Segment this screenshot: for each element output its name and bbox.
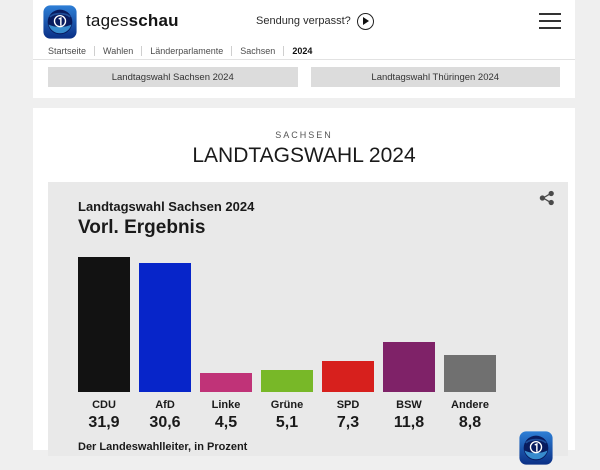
breadcrumb-item[interactable]: Sachsen xyxy=(232,45,285,56)
section-divider xyxy=(33,98,575,108)
bar xyxy=(322,361,374,392)
bar-column: BSW 11,8 xyxy=(383,257,435,432)
bar-value: 31,9 xyxy=(88,414,120,431)
bar-label: AfD xyxy=(155,399,175,411)
play-icon xyxy=(356,12,374,30)
bar-column: SPD 7,3 xyxy=(322,257,374,432)
bar-value: 30,6 xyxy=(149,414,181,431)
tagesschau-home-link[interactable]: tagesschau xyxy=(43,3,179,39)
bar xyxy=(261,370,313,392)
bar xyxy=(139,263,191,392)
breadcrumb-item[interactable]: Startseite xyxy=(48,45,96,56)
election-tabs: Landtagswahl Sachsen 2024 Landtagswahl Th… xyxy=(33,60,575,98)
bar-column: Grüne 5,1 xyxy=(261,257,313,432)
page-title: LANDTAGSWAHL 2024 xyxy=(192,144,416,167)
tagesschau-logo-icon xyxy=(43,5,77,39)
breadcrumb: Startseite Wahlen Länderparlamente Sachsen 2… xyxy=(33,42,575,60)
bar-value: 8,8 xyxy=(458,414,482,431)
bar-label: SPD xyxy=(336,399,360,411)
bar-column: Linke 4,5 xyxy=(200,257,252,432)
breadcrumb-item[interactable]: Länderparlamente xyxy=(142,45,233,56)
tagesschau-watermark-icon xyxy=(519,431,553,465)
main-content: SACHSEN LANDTAGSWAHL 2024 Landtagswahl S… xyxy=(33,108,575,465)
election-tab[interactable]: Landtagswahl Thüringen 2024 xyxy=(310,67,560,87)
bar-label: Andere xyxy=(451,399,489,411)
chart-source: Der Landeswahlleiter, in Prozent xyxy=(78,441,248,453)
results-chart-card: Landtagswahl Sachsen 2024 Vorl. Ergebnis… xyxy=(48,182,568,465)
bar-value: 11,8 xyxy=(393,414,425,431)
bar xyxy=(78,257,130,392)
site-header: tagesschau Sendung verpasst? Startseite W… xyxy=(33,0,575,98)
brand-wordmark: tagesschau xyxy=(86,11,179,30)
bar-label: Grüne xyxy=(270,399,304,411)
page-content: tagesschau Sendung verpasst? Startseite W… xyxy=(33,0,575,465)
breadcrumb-item[interactable]: 2024 xyxy=(292,45,313,56)
election-tab[interactable]: Landtagswahl Sachsen 2024 xyxy=(48,67,298,87)
chart-subtitle: Vorl. Ergebnis xyxy=(78,217,206,238)
bar-column: AfD 30,6 xyxy=(139,257,191,432)
bar-chart: CDU 31,9 AfD 30,6 Linke 4,5 Grüne 5,1 SPD 7,3 BSW 1… xyxy=(78,257,538,432)
bar-column: Andere 8,8 xyxy=(444,257,496,432)
bar-value: 7,3 xyxy=(336,414,360,431)
bar-value: 5,1 xyxy=(275,414,299,431)
header-top-row: tagesschau Sendung verpasst? xyxy=(33,0,575,42)
missed-show-link[interactable]: Sendung verpasst? xyxy=(256,0,374,42)
bar-label: BSW xyxy=(396,399,422,411)
breadcrumb-item[interactable]: Wahlen xyxy=(95,45,143,56)
bar-label: CDU xyxy=(92,399,116,411)
bar xyxy=(200,373,252,392)
bar xyxy=(444,355,496,392)
region-kicker: SACHSEN xyxy=(275,130,333,140)
chart-title: Landtagswahl Sachsen 2024 xyxy=(78,199,255,214)
bar-label: Linke xyxy=(211,399,241,411)
bar-value: 4,5 xyxy=(214,414,238,431)
menu-hamburger-icon[interactable] xyxy=(539,13,561,29)
share-icon[interactable] xyxy=(539,190,555,206)
missed-show-label: Sendung verpasst? xyxy=(256,15,351,27)
bar-column: CDU 31,9 xyxy=(78,257,130,432)
bar xyxy=(383,342,435,392)
